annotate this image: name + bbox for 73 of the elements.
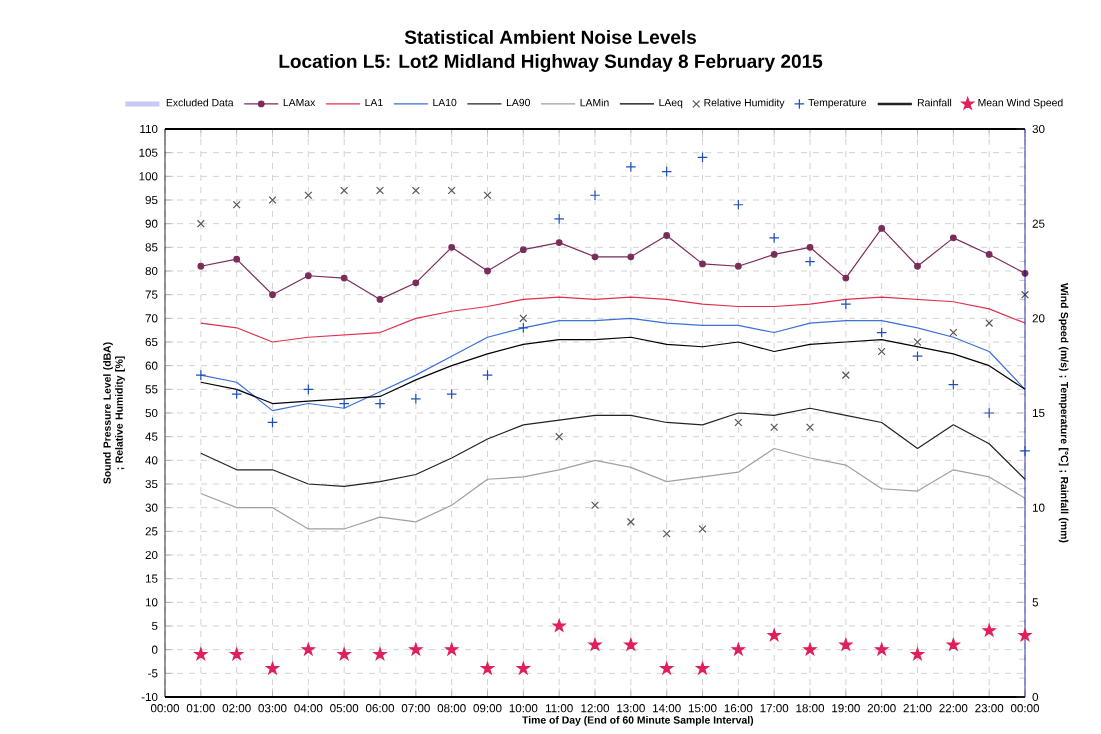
x-tick-label: 05:00: [330, 704, 359, 713]
y-tick-label: 15: [145, 574, 158, 583]
y-tick-label: 50: [145, 408, 158, 418]
y-tick-label: 5: [151, 621, 158, 631]
x-tick-label: 11:00: [545, 704, 573, 713]
legend-label: Excluded Data: [166, 98, 234, 107]
x-tick-label: 17:00: [760, 704, 789, 713]
x-tick-label: 00:00: [1010, 704, 1040, 713]
y-tick-label: 25: [145, 527, 158, 536]
x-tick-label: 06:00: [365, 704, 395, 713]
y2-tick-label: 25: [1032, 219, 1045, 228]
legend-label: Mean Wind Speed: [978, 98, 1063, 109]
y-tick-label: -10: [141, 692, 158, 702]
y-tick-label: 55: [145, 385, 158, 394]
x-tick-label: 20:00: [867, 704, 896, 713]
x-tick-label: 19:00: [832, 704, 860, 713]
y-tick-label: 70: [145, 314, 158, 323]
x-tick-label: 23:00: [975, 704, 1004, 713]
y-axis-title: Sound Pressure Level (dBA) ; Relative Humidity [%]: [103, 342, 125, 484]
chart-subtitle: Location L5: Lot2 Midland Highway Sunday 8 February 2015: [279, 54, 823, 72]
legend-label: Relative Humidity: [704, 98, 785, 109]
x-tick-label: 03:00: [258, 704, 287, 713]
x-tick-label: 15:00: [688, 704, 717, 713]
legend-label: LA1: [365, 98, 383, 107]
y-tick-label: 100: [139, 172, 158, 181]
y-tick-label: 105: [139, 148, 158, 157]
y-tick-label: 0: [151, 645, 158, 654]
legend-label: LAeq: [659, 98, 683, 109]
legend-label: Rainfall: [917, 98, 952, 107]
y2-tick-label: 15: [1032, 408, 1045, 418]
legend-label: LAMin: [580, 98, 609, 107]
x-tick-label: 16:00: [724, 704, 753, 713]
y-tick-label: 85: [145, 243, 158, 252]
y-tick-label: 90: [145, 219, 158, 228]
y-tick-label: 60: [145, 361, 158, 370]
y-tick-label: 65: [145, 337, 158, 347]
y2-tick-label: 5: [1032, 598, 1039, 607]
x-axis-title: Time of Day (End of 60 Minute Sample Interval): [522, 716, 754, 726]
legend-label: LAMax: [283, 98, 316, 107]
y-tick-label: 45: [145, 432, 158, 441]
x-tick-label: 07:00: [401, 704, 430, 713]
x-tick-label: 12:00: [581, 704, 610, 713]
y-tick-label: 95: [145, 195, 158, 205]
x-tick-label: 22:00: [939, 704, 968, 713]
y-tick-label: 40: [145, 456, 158, 465]
x-tick-label: 10:00: [509, 704, 538, 713]
x-tick-label: 18:00: [796, 704, 825, 713]
x-tick-label: 14:00: [653, 704, 681, 713]
x-tick-label: 21:00: [903, 704, 932, 713]
y-tick-label: 75: [145, 290, 158, 299]
x-tick-label: 04:00: [294, 704, 323, 713]
legend-label: Temperature: [808, 98, 867, 109]
x-tick-label: 01:00: [186, 704, 215, 713]
y-tick-label: 10: [145, 598, 158, 607]
x-tick-label: 13:00: [617, 704, 645, 713]
legend-label: LA10: [433, 98, 457, 107]
x-tick-label: 09:00: [473, 704, 502, 713]
y-tick-label: 35: [145, 479, 158, 489]
y2-tick-label: 20: [1032, 314, 1045, 323]
y-tick-label: 110: [140, 124, 158, 134]
legend-label: LA90: [506, 98, 531, 107]
x-tick-label: 00:00: [150, 704, 180, 713]
y-tick-label: -5: [148, 669, 158, 678]
y2-axis-title: Wind Speed (m/s) ; Temperature [°C] ; Rainfall (mm): [1058, 283, 1069, 543]
y2-tick-label: 10: [1032, 503, 1045, 512]
y-tick-label: 80: [145, 266, 158, 276]
y2-tick-label: 30: [1032, 124, 1045, 134]
y-tick-label: 20: [145, 550, 158, 560]
y2-tick-label: 0: [1032, 692, 1039, 702]
x-tick-label: 02:00: [222, 704, 251, 713]
chart-title: Statistical Ambient Noise Levels: [404, 30, 696, 44]
y-tick-label: 30: [145, 503, 158, 512]
x-tick-label: 08:00: [437, 704, 466, 713]
